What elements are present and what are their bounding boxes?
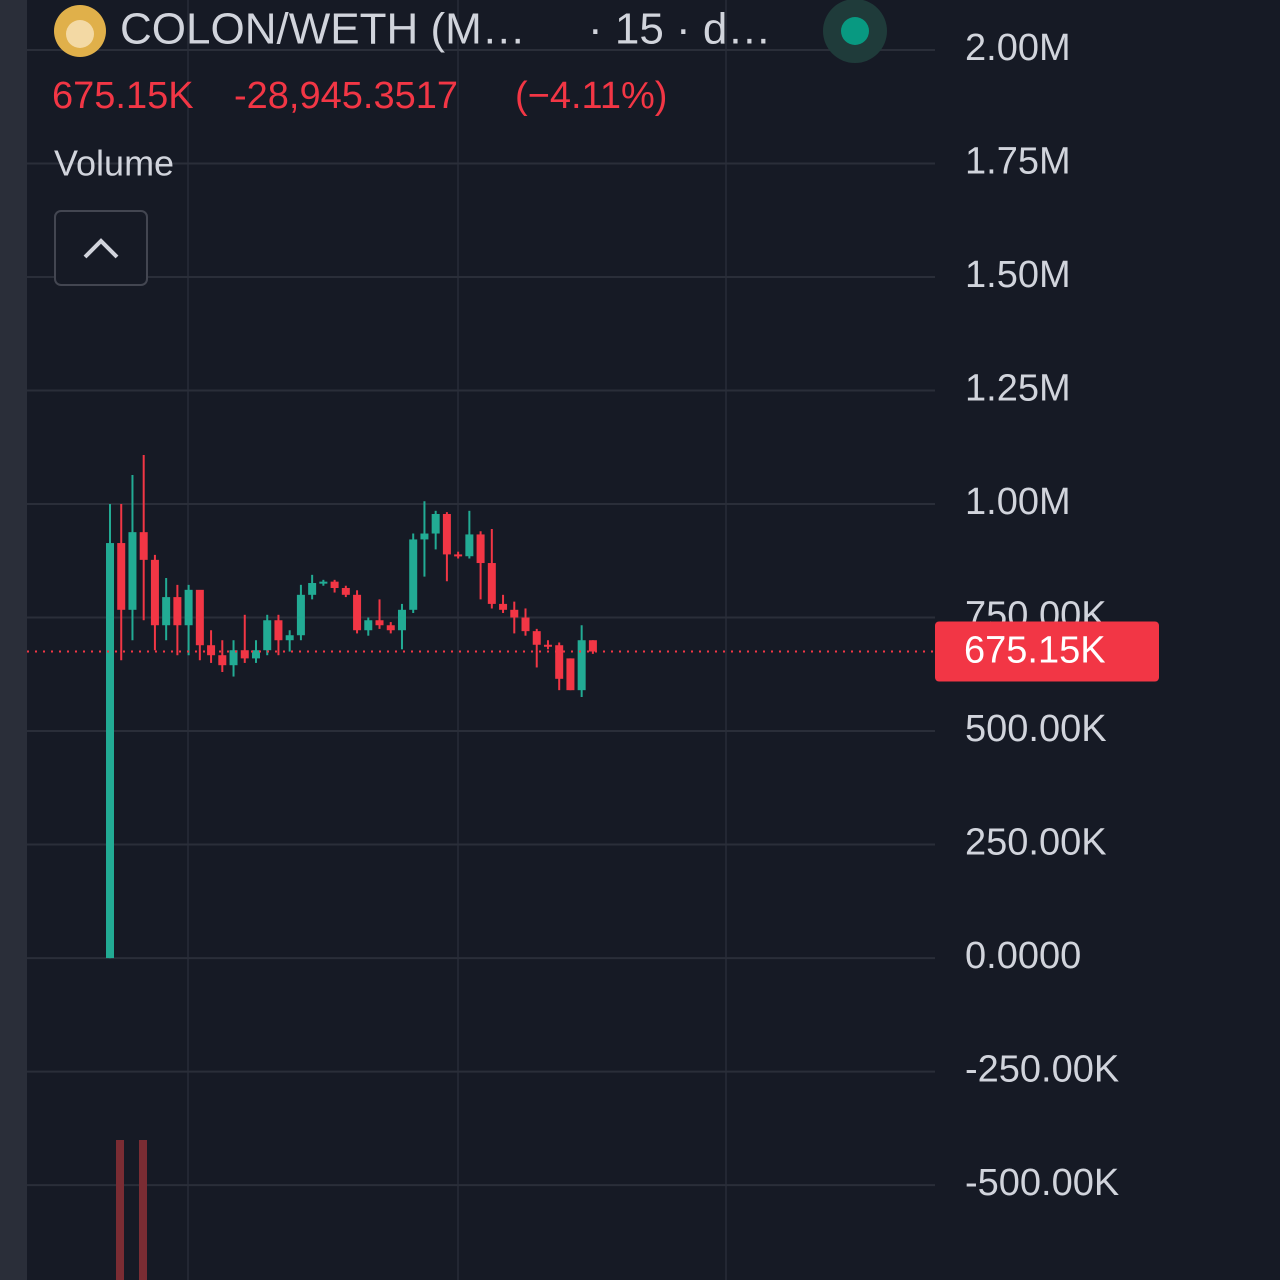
candle-body xyxy=(409,539,418,610)
pair-title: COLON/WETH (M… xyxy=(120,5,526,54)
last-price-tag xyxy=(935,621,1159,682)
y-tick-label: 1.75M xyxy=(965,140,1071,182)
candle-body xyxy=(442,513,451,555)
y-tick-label: -250.00K xyxy=(965,1049,1119,1091)
candle-body xyxy=(117,543,126,610)
candle-body xyxy=(566,658,575,691)
candle-body xyxy=(341,588,350,595)
candle-body xyxy=(184,589,193,626)
y-tick-label: 500.00K xyxy=(965,708,1107,750)
candle-body xyxy=(499,603,508,610)
candle-body xyxy=(162,597,171,626)
candle-body xyxy=(106,543,114,959)
candle-body xyxy=(285,635,294,641)
last-price: 675.15K xyxy=(52,75,194,117)
candle-body xyxy=(465,534,474,557)
candle-body xyxy=(510,609,519,618)
price-change: -28,945.3517 xyxy=(234,75,458,117)
candle-body xyxy=(308,583,317,595)
candle-body xyxy=(240,650,249,659)
collapse-button[interactable] xyxy=(54,210,148,286)
candle-body xyxy=(375,620,384,626)
y-tick-label: 1.25M xyxy=(965,368,1071,410)
y-tick-label: 1.00M xyxy=(965,481,1071,523)
y-tick-label: 2.00M xyxy=(965,27,1071,69)
candle-body xyxy=(251,650,260,659)
candle-body xyxy=(128,532,137,610)
candle-body xyxy=(218,655,227,666)
candle-body xyxy=(532,631,541,645)
candle-body xyxy=(139,532,148,560)
last-price-tag-label: 675.15K xyxy=(964,630,1106,672)
chevron-up xyxy=(83,238,119,259)
candle-body xyxy=(274,620,283,641)
candle-body xyxy=(476,534,485,564)
candle-body xyxy=(296,594,305,636)
side-strip xyxy=(0,0,27,1280)
y-tick-label: 0.0000 xyxy=(965,935,1081,977)
indicator-label: Volume xyxy=(54,143,174,184)
candle-body xyxy=(263,620,272,651)
candle-body xyxy=(229,650,238,666)
candle-body xyxy=(454,554,463,557)
candle-body xyxy=(431,513,440,534)
candle-body xyxy=(364,620,373,631)
candle-body xyxy=(330,581,339,589)
candle-body xyxy=(521,617,530,632)
candle-body xyxy=(555,645,564,679)
candle-body xyxy=(195,589,204,646)
candle-body xyxy=(588,640,597,652)
candle-body xyxy=(319,581,328,584)
candle-body xyxy=(487,563,496,604)
candle-body xyxy=(577,640,586,691)
candle-body xyxy=(397,609,406,631)
y-tick-label: -500.00K xyxy=(965,1162,1119,1204)
volume-bar xyxy=(139,1140,147,1280)
interval: · 15 · d… xyxy=(588,5,771,54)
y-tick-label: 1.50M xyxy=(965,254,1071,296)
volume-bar xyxy=(116,1140,124,1280)
status-dot[interactable] xyxy=(841,17,869,45)
candle-body xyxy=(420,533,429,540)
candle-body xyxy=(150,559,159,626)
price-change-percent: (−4.11%) xyxy=(515,75,667,117)
candle-body xyxy=(386,625,395,631)
token-icon-face xyxy=(66,20,94,48)
candle-body xyxy=(543,644,552,647)
button-frame xyxy=(54,210,148,286)
candle-body xyxy=(353,594,362,631)
candle-body xyxy=(173,597,182,626)
y-tick-label: 250.00K xyxy=(965,822,1107,864)
candle-body xyxy=(207,645,216,656)
